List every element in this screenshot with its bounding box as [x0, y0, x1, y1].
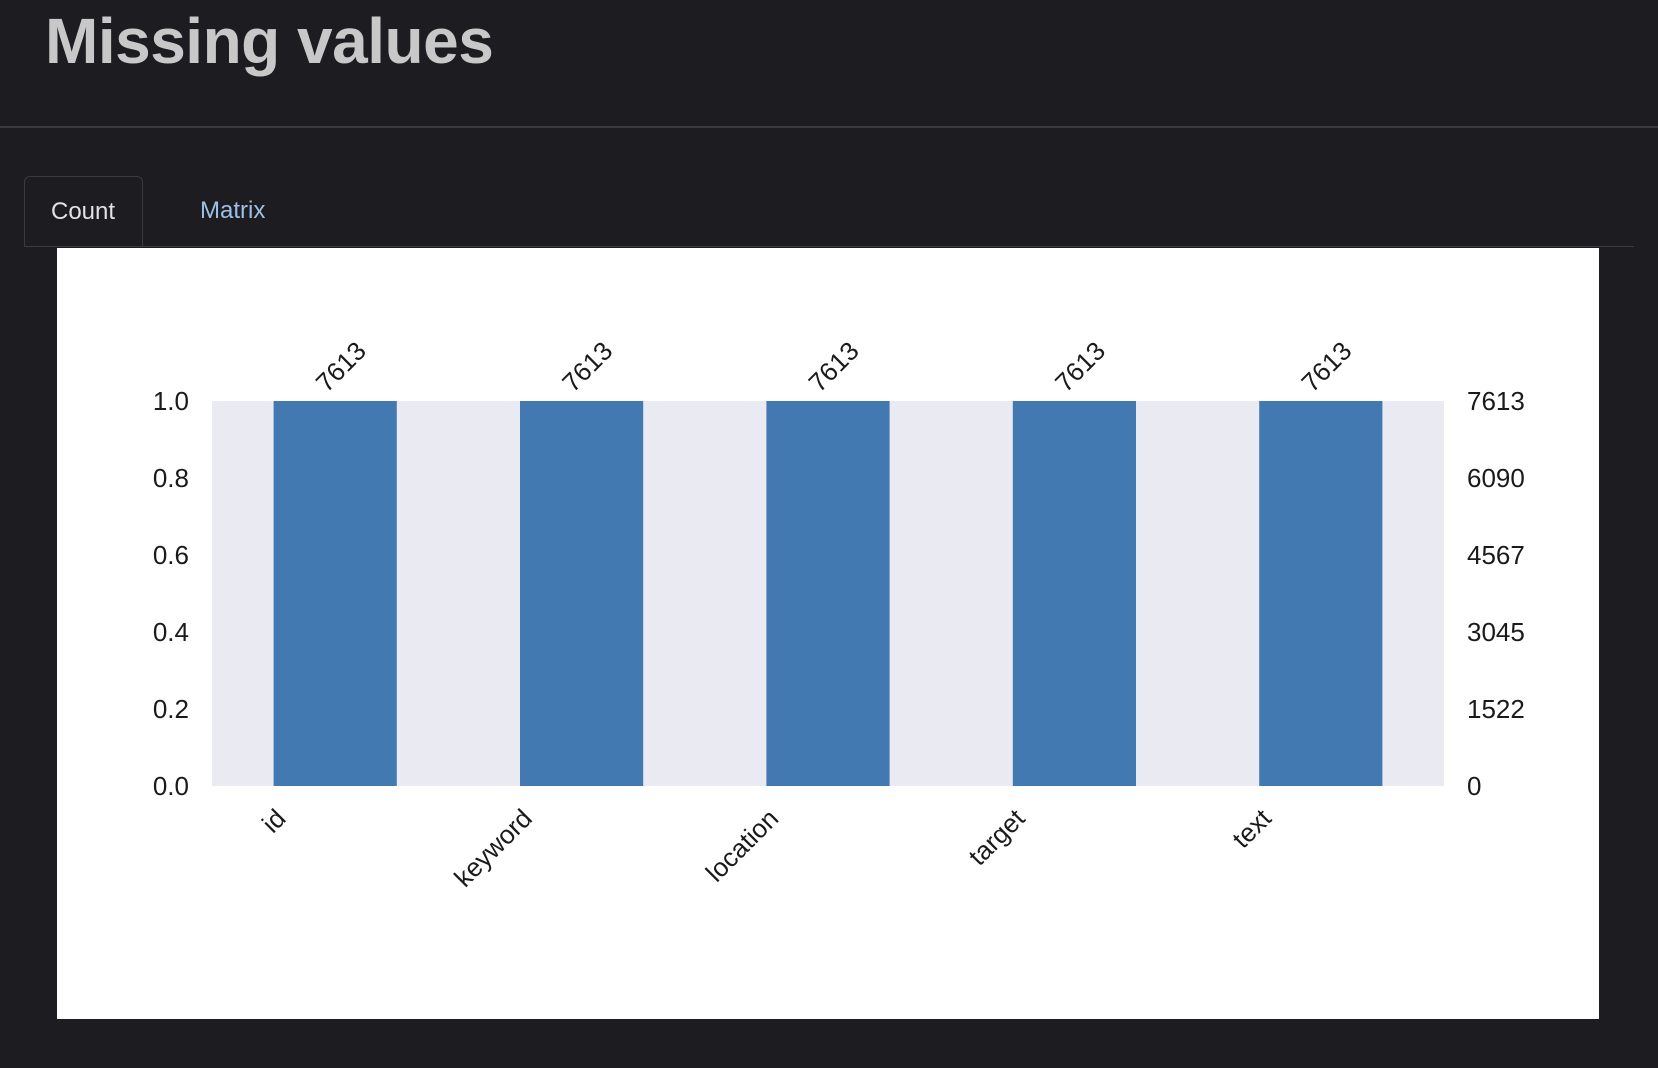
tab-matrix[interactable]: Matrix	[200, 197, 266, 224]
bar-value-label: 7613	[556, 336, 618, 398]
tab-count[interactable]: Count	[24, 176, 143, 247]
left-tick-label: 1.0	[153, 386, 189, 416]
bar-keyword	[520, 401, 644, 786]
right-tick-label: 7613	[1467, 386, 1525, 416]
left-tick-label: 0.0	[153, 771, 189, 801]
chart-svg: 7613 id 7613 keyword 7613 location 7613 target 7…	[153, 336, 1525, 893]
category-label-text: text	[1226, 802, 1277, 853]
title-divider	[0, 126, 1658, 128]
bar-location	[766, 401, 890, 786]
left-tick-label: 0.2	[153, 694, 189, 724]
bar-id	[273, 401, 397, 786]
category-label-keyword: keyword	[448, 803, 538, 893]
right-tick-label: 6090	[1467, 463, 1525, 493]
category-label-target: target	[962, 802, 1031, 871]
tab-strip-divider	[24, 246, 1634, 247]
bar-value-label: 7613	[803, 336, 865, 398]
right-tick-label: 0	[1467, 771, 1481, 801]
tab-strip: Count Matrix	[24, 176, 1634, 247]
left-tick-label: 0.8	[153, 463, 189, 493]
bar-value-label: 7613	[1049, 336, 1111, 398]
left-tick-label: 0.6	[153, 540, 189, 570]
bar-value-label: 7613	[1295, 336, 1357, 398]
bar-text	[1259, 401, 1383, 786]
missing-values-count-chart: 7613 id 7613 keyword 7613 location 7613 target 7…	[57, 248, 1599, 1019]
bar-value-label: 7613	[310, 336, 372, 398]
category-label-location: location	[700, 803, 785, 888]
bar-target	[1012, 401, 1136, 786]
left-tick-label: 0.4	[153, 617, 189, 647]
right-tick-label: 3045	[1467, 617, 1525, 647]
category-label-id: id	[256, 803, 292, 839]
section-title: Missing values	[45, 5, 494, 77]
right-tick-label: 1522	[1467, 694, 1525, 724]
right-tick-label: 4567	[1467, 540, 1525, 570]
